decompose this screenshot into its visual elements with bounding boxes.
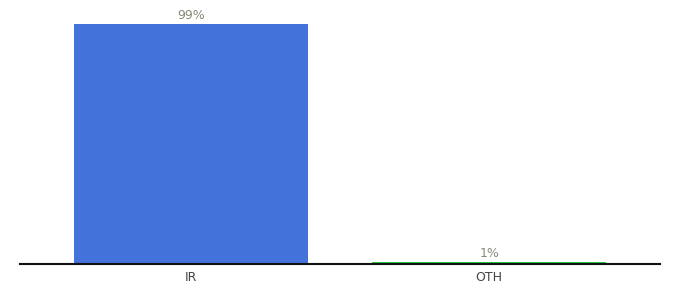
Bar <box>73 24 308 264</box>
Text: 1%: 1% <box>479 248 499 260</box>
Text: 99%: 99% <box>177 9 205 22</box>
Bar <box>372 262 607 264</box>
